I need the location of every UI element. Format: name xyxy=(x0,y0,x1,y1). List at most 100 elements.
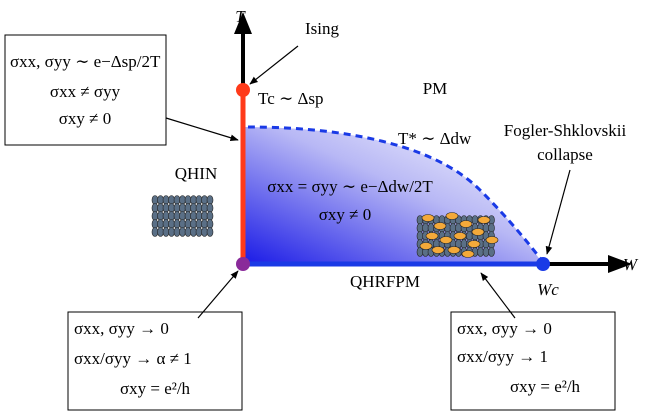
lattice-site xyxy=(202,204,208,213)
lattice-site xyxy=(169,204,175,213)
lattice-site xyxy=(196,228,202,237)
lattice-site xyxy=(180,204,186,213)
w-axis-label: W xyxy=(623,255,639,274)
lattice-site xyxy=(158,204,164,213)
lattice-site xyxy=(207,204,213,213)
lattice-site xyxy=(152,204,158,213)
box-line: σxx/σyy → α ≠ 1 xyxy=(74,349,192,368)
lattice-site xyxy=(163,204,169,213)
lattice-site xyxy=(472,229,484,236)
box-line: σxx, σyy → 0 xyxy=(74,319,169,338)
lattice-site xyxy=(446,213,458,220)
box-line: σxx/σyy → 1 xyxy=(457,347,548,366)
box-line: σxx ≠ σyy xyxy=(50,82,121,101)
lattice-site xyxy=(202,228,208,237)
pointer-arrow xyxy=(481,273,515,318)
lattice-site xyxy=(191,204,197,213)
lattice-site xyxy=(196,220,202,229)
lattice-site xyxy=(185,204,191,213)
lattice-site xyxy=(462,251,474,258)
lattice-site xyxy=(169,196,175,205)
lattice-site xyxy=(191,228,197,237)
lattice-site xyxy=(174,204,180,213)
region-label: σxy ≠ 0 xyxy=(319,205,372,224)
lattice-site xyxy=(426,233,438,240)
lattice-site xyxy=(191,212,197,221)
lattice-site xyxy=(420,243,432,250)
qhin-label: QHIN xyxy=(175,164,218,183)
lattice-site xyxy=(174,228,180,237)
lattice-site xyxy=(158,220,164,229)
pointer-arrow xyxy=(547,170,570,254)
wc-point xyxy=(536,257,550,271)
lattice-site xyxy=(423,224,429,233)
lattice-site xyxy=(422,215,434,222)
lattice-site xyxy=(432,247,444,254)
lattice-site xyxy=(478,217,490,224)
lattice-site xyxy=(196,196,202,205)
lattice-site xyxy=(152,212,158,221)
tstar-label: T* ∼ Δdw xyxy=(398,129,472,148)
lattice-site xyxy=(483,248,489,257)
lattice-site xyxy=(202,212,208,221)
lattice-site xyxy=(472,216,478,225)
lattice-site xyxy=(185,220,191,229)
lattice-site xyxy=(460,221,472,228)
fogler-label: Fogler-Shklovskii xyxy=(504,121,627,140)
lattice-site xyxy=(152,220,158,229)
origin-point xyxy=(236,257,250,271)
fogler-label: collapse xyxy=(537,145,593,164)
lattice-site xyxy=(191,196,197,205)
lattice-site xyxy=(180,228,186,237)
lattice-site xyxy=(207,212,213,221)
lattice-site xyxy=(180,220,186,229)
lattice-site xyxy=(174,196,180,205)
lattice-site xyxy=(185,228,191,237)
diagram: T W Ising Tc ∼ Δsp PM T* ∼ Δdw Fogler-Sh… xyxy=(0,0,648,414)
lattice-site xyxy=(152,228,158,237)
lattice-site xyxy=(450,224,456,233)
lattice-site xyxy=(196,212,202,221)
lattice-site xyxy=(169,220,175,229)
lattice-site xyxy=(468,241,480,248)
lattice-site xyxy=(202,196,208,205)
lattice-site xyxy=(163,228,169,237)
box-line: σxy = e²/h xyxy=(510,377,581,396)
lattice-site xyxy=(180,196,186,205)
lattice-site xyxy=(428,224,434,233)
region-label: σxx = σyy ∼ e−Δdw/2T xyxy=(267,177,433,196)
lattice-site xyxy=(461,240,467,249)
box-line: σxy ≠ 0 xyxy=(59,109,112,128)
lattice-site xyxy=(185,196,191,205)
lattice-site xyxy=(434,223,446,230)
lattice-site xyxy=(417,224,423,233)
lattice-site xyxy=(207,228,213,237)
lattice-site xyxy=(417,232,423,241)
box-line: σxy = e²/h xyxy=(120,379,191,398)
pm-label: PM xyxy=(423,79,448,98)
lattice-site xyxy=(489,248,495,257)
lattice-site xyxy=(489,224,495,233)
lattice-site xyxy=(207,196,213,205)
lattice-site xyxy=(467,232,473,241)
tc-point xyxy=(236,83,250,97)
lattice-site xyxy=(440,237,452,244)
lattice-site xyxy=(152,196,158,205)
pointer-arrow xyxy=(198,271,238,318)
lattice-site xyxy=(207,220,213,229)
qhrfpm-label: QHRFPM xyxy=(350,272,420,291)
lattice-site xyxy=(478,248,484,257)
pointer-arrow xyxy=(250,46,298,84)
pointer-arrow xyxy=(166,118,238,140)
lattice-site xyxy=(196,204,202,213)
ising-label: Ising xyxy=(305,19,340,38)
lattice-site xyxy=(158,196,164,205)
lattice-site xyxy=(158,228,164,237)
lattice-site xyxy=(158,212,164,221)
lattice-site xyxy=(486,237,498,244)
lattice-site xyxy=(202,220,208,229)
lattice-site xyxy=(163,220,169,229)
box-line: σxx, σyy → 0 xyxy=(457,319,552,338)
lattice-site xyxy=(448,247,460,254)
t-axis-label: T xyxy=(235,7,246,26)
